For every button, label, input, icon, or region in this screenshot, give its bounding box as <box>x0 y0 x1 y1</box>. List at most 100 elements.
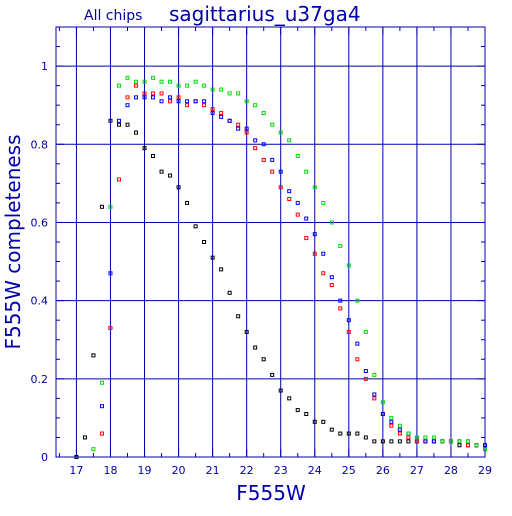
data-point <box>389 415 394 420</box>
x-tick-label: 18 <box>103 464 117 477</box>
data-point <box>99 204 104 209</box>
data-point <box>397 427 402 432</box>
data-point <box>397 431 402 436</box>
x-tick-label: 20 <box>172 464 186 477</box>
data-point <box>363 369 368 373</box>
data-point <box>457 439 462 444</box>
data-point <box>176 185 181 190</box>
x-tick-labels: 17 18 19 20 21 22 23 24 25 26 27 28 29 <box>69 464 492 477</box>
data-point <box>116 122 121 127</box>
x-tick-label: 24 <box>308 464 322 477</box>
data-point <box>99 380 104 385</box>
data-point <box>219 114 224 119</box>
x-tick-label: 19 <box>138 464 152 477</box>
data-point <box>159 99 164 104</box>
data-point <box>236 91 241 96</box>
data-point <box>312 251 317 256</box>
data-point <box>168 95 173 100</box>
y-tick-label: 0 <box>41 451 48 464</box>
data-point <box>312 232 317 237</box>
data-point <box>321 200 326 205</box>
y-axis-label: F555W completeness <box>1 134 25 349</box>
data-point <box>321 419 326 424</box>
y-tick-label: 0.8 <box>31 138 49 151</box>
data-point <box>431 439 436 444</box>
data-point <box>355 431 360 436</box>
data-point <box>134 83 139 88</box>
data-point <box>321 251 326 256</box>
data-point <box>244 126 249 131</box>
data-point <box>414 439 419 444</box>
data-point <box>295 212 300 217</box>
data-point <box>116 118 121 123</box>
data-point <box>142 79 147 84</box>
data-point <box>346 318 351 323</box>
data-series <box>91 75 487 452</box>
data-point <box>457 443 462 448</box>
data-point <box>159 79 164 84</box>
data-point <box>270 372 275 377</box>
data-point <box>219 111 224 115</box>
data-point <box>321 271 326 276</box>
data-point <box>389 419 394 424</box>
data-point <box>202 103 207 108</box>
data-point <box>261 111 266 115</box>
data-point <box>151 95 156 100</box>
data-point <box>236 126 241 131</box>
x-tick-label: 26 <box>376 464 390 477</box>
data-point <box>338 431 343 436</box>
data-point <box>474 443 479 448</box>
data-point <box>108 118 113 123</box>
data-point <box>304 412 309 416</box>
x-tick-label: 27 <box>410 464 424 477</box>
data-point <box>244 329 249 334</box>
data-point <box>346 431 351 436</box>
data-point <box>125 103 130 108</box>
data-point <box>185 83 190 88</box>
data-point <box>338 306 343 311</box>
data-point <box>346 329 351 334</box>
data-point <box>151 75 156 80</box>
data-point <box>278 130 283 135</box>
data-point <box>423 435 428 440</box>
x-tick-label: 22 <box>240 464 254 477</box>
data-point <box>329 283 334 287</box>
data-point <box>210 107 215 112</box>
data-point <box>202 240 207 244</box>
data-point <box>253 345 258 350</box>
data-point <box>116 83 121 88</box>
data-point <box>287 396 292 401</box>
data-series <box>99 83 487 448</box>
x-tick-label: 17 <box>69 464 83 477</box>
data-point <box>176 95 181 100</box>
data-point <box>116 177 121 182</box>
data-point <box>295 200 300 205</box>
data-point <box>210 87 215 92</box>
data-point <box>295 408 300 413</box>
data-point <box>227 118 232 123</box>
data-point <box>397 439 402 444</box>
data-point <box>134 95 139 100</box>
data-point <box>278 185 283 190</box>
data-point <box>355 298 360 303</box>
data-point <box>270 122 275 127</box>
data-point <box>363 435 368 440</box>
data-point <box>312 419 317 424</box>
data-point <box>465 439 470 444</box>
data-point <box>372 372 377 377</box>
data-point <box>270 169 275 174</box>
data-point <box>431 435 436 440</box>
data-point <box>346 263 351 268</box>
data-point <box>91 447 96 452</box>
plot-frame <box>55 26 486 458</box>
data-point <box>193 224 198 229</box>
data-point <box>176 83 181 88</box>
data-point <box>338 298 343 303</box>
data-point <box>389 423 394 428</box>
data-point <box>108 326 113 330</box>
data-point <box>372 439 377 444</box>
data-point <box>406 435 411 440</box>
data-point <box>82 435 87 440</box>
data-point <box>423 439 428 444</box>
